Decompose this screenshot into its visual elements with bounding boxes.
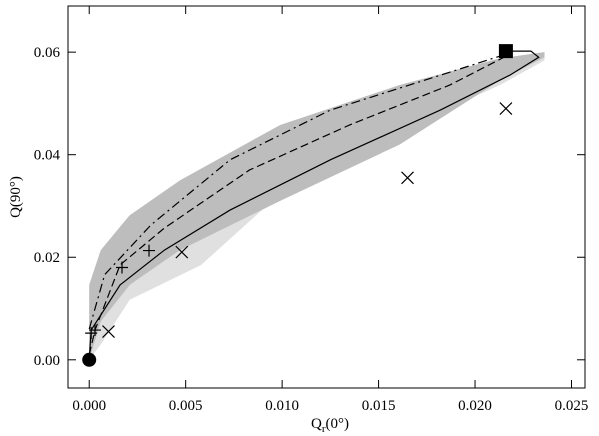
shaded-band [89,52,545,360]
y-tick-label: 0.04 [34,148,61,164]
cross-marker [102,325,115,339]
plus-marker [116,261,129,274]
x-axis-label-rest: (0°) [326,416,350,432]
x-tick-label: 0.005 [169,398,203,414]
cross-marker [401,171,414,185]
x-axis-label: Qr(0°) [311,416,349,435]
y-axis-label: Q(90°) [8,176,24,218]
y-tick-label: 0.00 [34,353,60,369]
x-tick-label: 0.025 [555,398,589,414]
cross-marker [175,245,189,259]
plus-marker [89,324,102,337]
x-tick-label: 0.020 [458,398,492,414]
plot-frame [67,5,586,389]
x-tick-label: 0.000 [72,398,106,414]
plus-marker [143,244,156,257]
model-line [88,55,507,355]
x-tick-label: 0.015 [362,398,396,414]
square-marker [498,44,513,59]
y-tick-label: 0.02 [34,250,60,266]
model-line [88,50,540,360]
x-tick-label: 0.010 [265,398,299,414]
x-axis-label-sub: r [322,423,326,435]
circle-marker [82,352,97,367]
x-axis-label-main: Q [311,416,322,432]
y-tick-label: 0.06 [34,45,61,61]
cross-marker [499,102,513,115]
